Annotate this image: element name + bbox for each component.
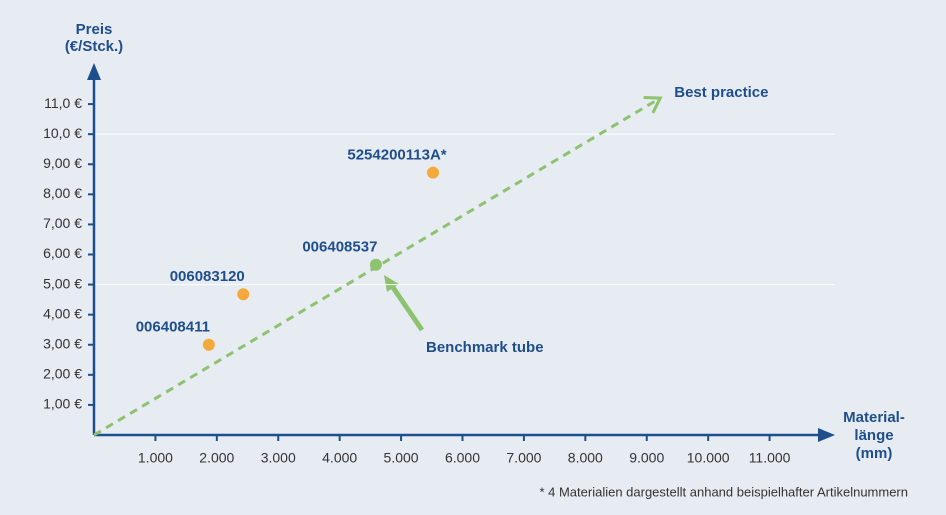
footnote: * 4 Materialien dargestellt anhand beisp… [539, 484, 908, 499]
point-label: 006408411 [136, 319, 210, 336]
y-tick-label: 3,00 € [43, 335, 82, 351]
x-tick-label: 2.000 [199, 450, 234, 466]
y-tick-label: 5,00 € [43, 275, 82, 291]
point-label: 006083120 [170, 268, 245, 285]
x-tick-label: 10.000 [687, 450, 730, 466]
x-tick-label: 8.000 [568, 450, 603, 466]
y-tick-label: 4,00 € [43, 305, 82, 321]
x-tick-label: 5.000 [384, 450, 419, 466]
x-axis-label: länge [854, 427, 893, 444]
y-tick-label: 1,00 € [43, 396, 82, 412]
annotation: Benchmark tube [426, 339, 544, 356]
x-tick-label: 7.000 [506, 450, 541, 466]
y-tick-label: 8,00 € [43, 185, 82, 201]
x-axis-label: (mm) [856, 445, 893, 462]
point [369, 258, 382, 271]
point-label: 5254200113A* [347, 147, 446, 164]
y-tick-label: 9,00 € [43, 155, 82, 171]
y-axis-label: Preis [76, 21, 113, 38]
point-label: 006408537 [302, 239, 377, 256]
point [427, 166, 440, 179]
y-tick-label: 2,00 € [43, 366, 82, 382]
y-axis-arrow [87, 63, 101, 80]
x-tick-label: 1.000 [138, 450, 173, 466]
trend-arrow [643, 95, 663, 114]
point [237, 288, 250, 301]
y-tick-label: 6,00 € [43, 245, 82, 261]
x-tick-label: 6.000 [445, 450, 480, 466]
x-tick-label: 4.000 [322, 450, 357, 466]
y-tick-label: 7,00 € [43, 215, 82, 231]
y-axis-label: (€/Stck.) [65, 38, 123, 55]
y-tick-label: 10,0 € [43, 125, 82, 141]
y-tick-label: 11,0 € [44, 95, 82, 111]
x-tick-label: 11.000 [749, 450, 791, 466]
x-tick-label: 9.000 [629, 450, 664, 466]
annotation-arrowhead [384, 275, 399, 292]
x-axis-label: Material- [843, 409, 905, 426]
point [202, 338, 215, 351]
annotation-arrow [389, 284, 425, 332]
x-axis-arrow [818, 428, 835, 442]
trend-label: Best practice [674, 84, 768, 101]
x-tick-label: 3.000 [261, 450, 296, 466]
